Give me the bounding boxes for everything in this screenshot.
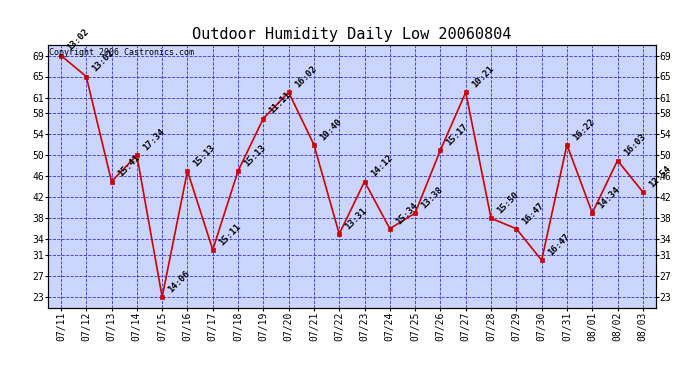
Text: 12:54: 12:54 [647, 164, 672, 189]
Text: Copyright 2006 Castronics.com: Copyright 2006 Castronics.com [49, 48, 194, 57]
Text: 15:34: 15:34 [394, 201, 420, 226]
Text: 10:21: 10:21 [470, 64, 495, 90]
Text: 14:06: 14:06 [166, 269, 192, 294]
Text: 15:13: 15:13 [242, 143, 268, 168]
Text: 14:12: 14:12 [368, 153, 394, 179]
Text: 16:02: 16:02 [293, 64, 318, 90]
Text: 15:50: 15:50 [495, 190, 520, 216]
Text: 13:31: 13:31 [344, 206, 368, 231]
Text: 14:34: 14:34 [596, 185, 622, 210]
Text: 16:47: 16:47 [520, 201, 546, 226]
Text: 17:34: 17:34 [141, 127, 166, 153]
Text: 16:47: 16:47 [546, 232, 571, 258]
Text: 13:38: 13:38 [420, 185, 444, 210]
Text: 15:41: 15:41 [116, 153, 141, 179]
Text: 13:02: 13:02 [65, 27, 90, 53]
Text: 16:22: 16:22 [571, 117, 596, 142]
Title: Outdoor Humidity Daily Low 20060804: Outdoor Humidity Daily Low 20060804 [193, 27, 511, 42]
Text: 13:02: 13:02 [90, 48, 116, 74]
Text: 10:40: 10:40 [318, 117, 344, 142]
Text: 16:03: 16:03 [622, 132, 647, 158]
Text: 15:11: 15:11 [217, 222, 242, 247]
Text: 11:11: 11:11 [268, 90, 293, 116]
Text: 15:17: 15:17 [444, 122, 470, 147]
Text: 15:13: 15:13 [192, 143, 217, 168]
